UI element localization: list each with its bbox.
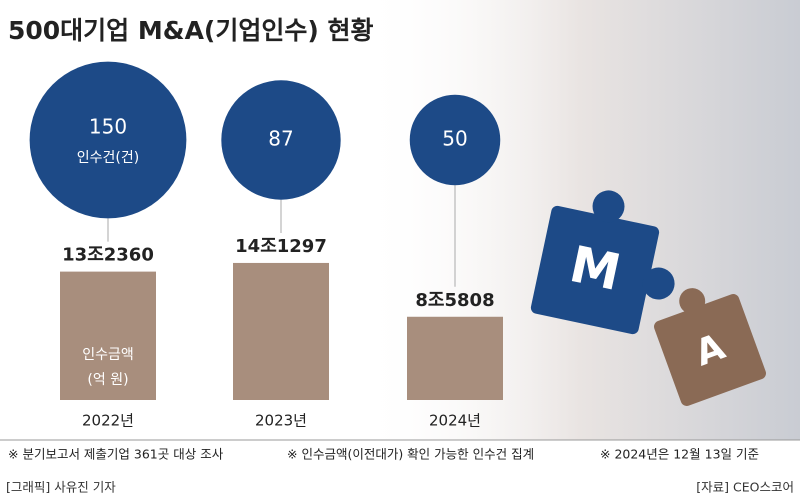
bubble-label: 87 (268, 127, 293, 151)
bubble (221, 80, 341, 200)
puzzle-a: A (654, 288, 766, 406)
bar (60, 271, 156, 400)
bar (407, 316, 503, 400)
footnote: ※ 인수금액(이전대가) 확인 가능한 인수건 집계 (287, 447, 534, 462)
chart-title: 500대기업 M&A(기업인수) 현황 (8, 16, 373, 45)
bubble (409, 94, 501, 186)
value-label: 8조5808 (415, 290, 494, 311)
footnote: ※ 2024년은 12월 13일 기준 (600, 447, 759, 462)
x-tick-label: 2024년 (429, 412, 481, 430)
bar-unit: (억 원) (87, 372, 128, 388)
value-label: 13조2360 (62, 245, 154, 266)
source: [자료] CEO스코어 (696, 480, 794, 495)
x-tick-label: 2022년 (82, 412, 134, 430)
bubble-label: 150 (89, 115, 127, 139)
x-tick-label: 2023년 (255, 412, 307, 430)
puzzle-letter: M (565, 235, 626, 302)
puzzle-m: M (530, 190, 675, 335)
value-label: 14조1297 (235, 236, 327, 257)
bubble (29, 61, 187, 219)
footnote: ※ 분기보고서 제출기업 361곳 대상 조사 (8, 447, 224, 462)
bar-legend: 인수금액 (82, 347, 134, 363)
bar (233, 262, 329, 400)
bubble-unit: 인수건(건) (77, 150, 139, 166)
credit: [그래픽] 사유진 기자 (6, 480, 116, 495)
bubble-label: 50 (442, 127, 467, 151)
